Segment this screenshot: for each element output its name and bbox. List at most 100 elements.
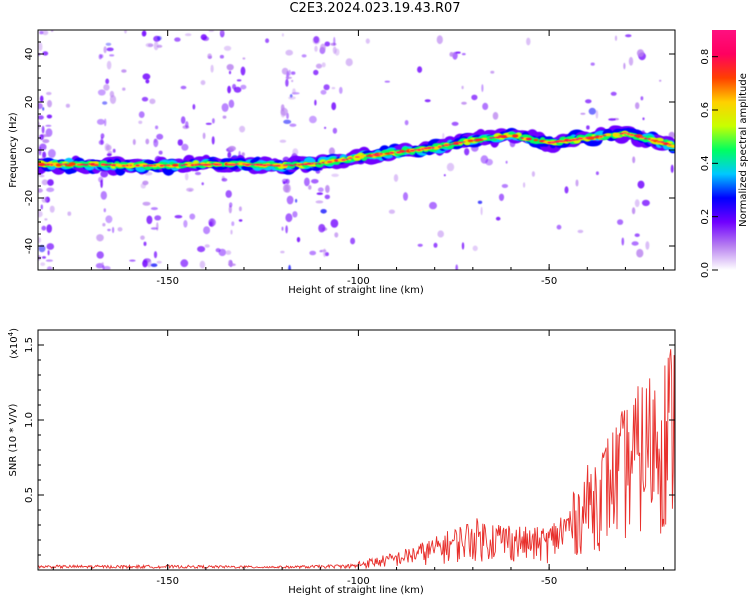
spectrogram-cell <box>451 143 456 145</box>
spectrogram-cell <box>221 178 228 182</box>
spectrogram-cell <box>143 241 147 246</box>
spectrogram-cell <box>637 135 641 138</box>
spectrogram-cell <box>489 137 493 139</box>
spectrogram-cell <box>159 165 164 167</box>
spectrogram-cell <box>227 85 232 94</box>
spectrogram-cell <box>285 76 293 80</box>
spectrogram-cell <box>315 63 323 69</box>
spectrogram-cell <box>311 179 319 184</box>
spectrogram-cell <box>461 101 467 105</box>
spectrogram-cell <box>660 141 665 143</box>
spectrogram-cell <box>449 52 454 57</box>
spectrogram-cell <box>228 259 233 266</box>
spectrogram-cell <box>121 69 127 73</box>
spectrogram-cell <box>209 221 213 227</box>
spectrogram-cell <box>200 164 205 166</box>
spectrogram-cell <box>42 30 49 36</box>
spectrogram-cell <box>46 114 53 119</box>
spectrogram-cell <box>98 140 105 145</box>
spectrogram-cell <box>292 148 299 156</box>
spectrogram-cell <box>431 146 435 149</box>
snr-panel: -150 -100 -50 0.5 1.0 1.5 Height of straight… <box>7 328 676 596</box>
spectrogram-cell <box>599 136 603 138</box>
spectrogram-cell <box>100 54 104 59</box>
spectrogram-cell <box>634 233 640 237</box>
spectrogram-cell <box>105 42 112 46</box>
spectrogram-cell <box>291 79 294 83</box>
spectrogram-cell <box>309 250 317 256</box>
spectrogram-cell <box>448 144 452 146</box>
spectrogram-cell <box>567 139 573 142</box>
spectrogram-cell <box>526 37 531 46</box>
spectrogram-cell <box>180 164 185 167</box>
spectrogram-cell <box>631 241 639 246</box>
spectrogram-cell <box>389 152 395 154</box>
spectrogram-cell <box>320 89 327 95</box>
spectrogram-cell <box>417 243 423 247</box>
colorbar-tick-label: 0.8 <box>700 49 711 65</box>
spectrogram-cell <box>577 229 584 234</box>
spectrogram-cell <box>636 49 645 57</box>
spectrogram-cell <box>96 118 105 125</box>
spectrogram-cell <box>285 78 289 87</box>
spectrogram-cell <box>103 84 110 91</box>
spectrogram-cell <box>461 242 465 250</box>
spectrogram-cell <box>424 99 431 103</box>
spectrogram-cell <box>202 36 210 41</box>
spectrogram-cell <box>197 246 206 253</box>
spectrogram-cell <box>402 150 408 152</box>
spectrogram-cell <box>286 195 294 205</box>
spectrogram-cell <box>477 200 483 204</box>
spectrogram-cell <box>292 211 298 218</box>
spectrogram-cell <box>615 133 621 136</box>
spectrogram-cell <box>39 134 44 141</box>
snr-scale-label: (x104) <box>7 328 20 359</box>
spectrogram-cell <box>300 163 305 166</box>
spectrogram-cell <box>42 51 49 56</box>
spectrogram-cell <box>282 164 288 166</box>
spectrogram-cell <box>226 63 234 71</box>
spectrogram-cell <box>112 226 115 234</box>
spectrogram-cell <box>580 112 586 115</box>
spectrogram-cell <box>640 136 645 138</box>
spectrogram-cell <box>472 245 478 252</box>
spectrogram-cell <box>228 99 235 109</box>
spectrogram-cell <box>262 164 267 166</box>
spectrogram-cell <box>238 206 242 212</box>
spectrogram-cell <box>501 184 509 188</box>
spectrogram-cell <box>46 187 55 193</box>
spectrogram-cell <box>625 34 632 38</box>
spectrogram-cell <box>285 178 290 185</box>
spectrogram-cell <box>334 232 339 238</box>
spectrogram-cell <box>248 163 254 165</box>
spectrogram-cell <box>345 158 349 160</box>
spectrogram-cell <box>150 227 158 230</box>
colorbar: 0.0 0.2 0.4 0.6 0.8 Normalized spectral ampl… <box>700 30 749 278</box>
spectrogram-cell <box>39 30 44 35</box>
spectrogram-cell <box>121 165 126 167</box>
spectrogram-cell <box>585 99 592 104</box>
spectrogram-cell <box>203 226 211 235</box>
spectrogram-cell <box>608 118 616 121</box>
spectrogram-cell <box>330 219 339 228</box>
spectrogram-cell <box>610 91 617 96</box>
spectrogram-cell <box>225 190 232 198</box>
spectrogram-cell <box>375 153 381 156</box>
spectrogram-cell <box>103 46 107 54</box>
spectrogram-cell <box>83 164 89 166</box>
spectrogram-cell <box>531 171 536 177</box>
spectrogram-cell <box>88 163 91 165</box>
spectrogram-cell <box>39 95 44 103</box>
spectrogram-cell <box>47 100 52 108</box>
spectrogram-cell <box>311 162 315 165</box>
spectrogram-cell <box>417 149 421 151</box>
spectrogram-cell <box>141 96 149 102</box>
spectrogram-cell <box>183 163 188 166</box>
spectrogram-cell <box>388 209 395 214</box>
spectrogram-cell <box>181 143 189 151</box>
spectrogram-cell <box>492 112 499 120</box>
spectrogram-cell <box>282 181 286 185</box>
spectrogram-cell <box>112 148 116 153</box>
spectrogram-cell <box>40 204 43 210</box>
spectrogram-cell <box>109 90 115 98</box>
